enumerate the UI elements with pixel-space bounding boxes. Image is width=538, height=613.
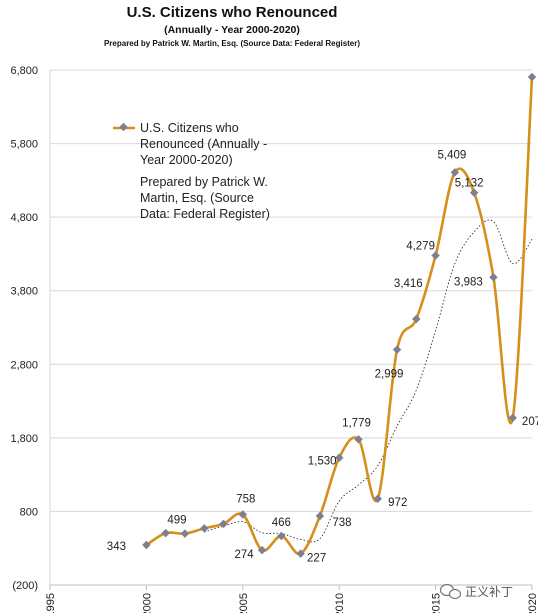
x-tick-label: 2015 (431, 593, 443, 613)
legend-line-3: Year 2000-2020) (140, 153, 233, 167)
data-point-marker (431, 251, 440, 260)
data-point-marker (296, 549, 305, 558)
data-label: 227 (307, 553, 326, 565)
data-point-marker (489, 273, 498, 282)
data-point-marker (161, 528, 170, 538)
y-tick-label: 5,800 (10, 139, 38, 151)
data-label: 3,983 (454, 276, 483, 288)
data-point-marker (392, 345, 402, 354)
data-label: 972 (388, 497, 407, 509)
data-point-marker (508, 413, 517, 423)
data-label: 2,999 (375, 369, 404, 381)
data-point-marker (277, 531, 286, 541)
data-label: 1,779 (342, 417, 371, 429)
data-point-marker (527, 72, 537, 82)
x-tick-label: 2010 (334, 593, 346, 613)
data-point-marker (334, 453, 344, 462)
legend-line-4: Prepared by Patrick W. (140, 175, 268, 189)
data-point-marker (412, 314, 421, 324)
data-point-marker (450, 168, 460, 177)
y-axis-ticks: (200) 800 1,800 2,800 3,800 4,800 5,800 6,800 (10, 65, 38, 592)
x-tick-label: 2000 (141, 593, 153, 613)
legend-label: U.S. Citizens who Renounced (Annually - … (140, 121, 271, 221)
axes (49, 70, 532, 586)
legend-line-6: Data: Federal Register) (140, 207, 270, 221)
data-label: 4,279 (406, 240, 435, 252)
wechat-icon (439, 583, 462, 600)
legend-line-1: U.S. Citizens who (140, 121, 239, 135)
chart-title: U.S. Citizens who Renounced (127, 4, 338, 21)
y-tick-label: 3,800 (10, 286, 38, 298)
data-point-marker (199, 524, 209, 533)
x-tick-label: 2005 (238, 593, 250, 613)
data-point-marker (180, 529, 190, 538)
legend: U.S. Citizens who Renounced (Annually - … (113, 121, 271, 221)
data-point-marker (238, 510, 248, 519)
y-tick-label: 1,800 (10, 433, 38, 445)
data-label: 1,530 (308, 456, 337, 468)
watermark-text: 正义补丁 (465, 585, 513, 599)
watermark: 正义补丁 (439, 583, 513, 600)
data-label: 2071 (522, 416, 538, 428)
data-label: 758 (236, 494, 255, 506)
data-point-marker (373, 494, 383, 504)
data-label: 5,132 (455, 178, 484, 190)
y-tick-label: 6,800 (10, 65, 38, 77)
legend-line-5: Martin, Esq. (Source (140, 191, 254, 205)
y-tick-label: 4,800 (10, 212, 38, 224)
data-point-marker (354, 435, 363, 444)
y-tick-label: 2,800 (10, 359, 38, 371)
data-labels: 343 499 758 274 466 227 738 1,530 1,779 972 2,999 3… (107, 149, 538, 565)
chart-subtitle: (Annually - Year 2000-2020) (164, 24, 300, 36)
trendline-path (204, 219, 533, 543)
data-label: 499 (167, 515, 186, 527)
legend-marker-swatch (119, 122, 128, 132)
y-tick-label: 800 (20, 506, 38, 518)
chart-source-note: Prepared by Patrick W. Martin, Esq. (Sou… (104, 39, 360, 48)
data-point-marker (315, 511, 325, 521)
data-point-marker (469, 188, 479, 197)
data-label: 738 (332, 517, 351, 529)
x-tick-label: 1995 (45, 593, 57, 613)
x-axis-ticks: 1995 2000 2005 2010 2015 2020 (45, 585, 538, 613)
y-tick-label: (200) (12, 580, 38, 592)
legend-line-2: Renounced (Annually - (140, 137, 267, 151)
data-label: 466 (272, 517, 291, 529)
data-label: 274 (234, 549, 254, 561)
x-tick-label: 2020 (527, 593, 538, 613)
data-label: 343 (107, 541, 126, 553)
data-point-marker (257, 545, 267, 555)
gridlines (50, 69, 532, 512)
data-markers (142, 72, 537, 558)
trendline (204, 219, 533, 543)
data-label: 3,416 (394, 278, 423, 290)
data-label: 5,409 (437, 149, 466, 161)
